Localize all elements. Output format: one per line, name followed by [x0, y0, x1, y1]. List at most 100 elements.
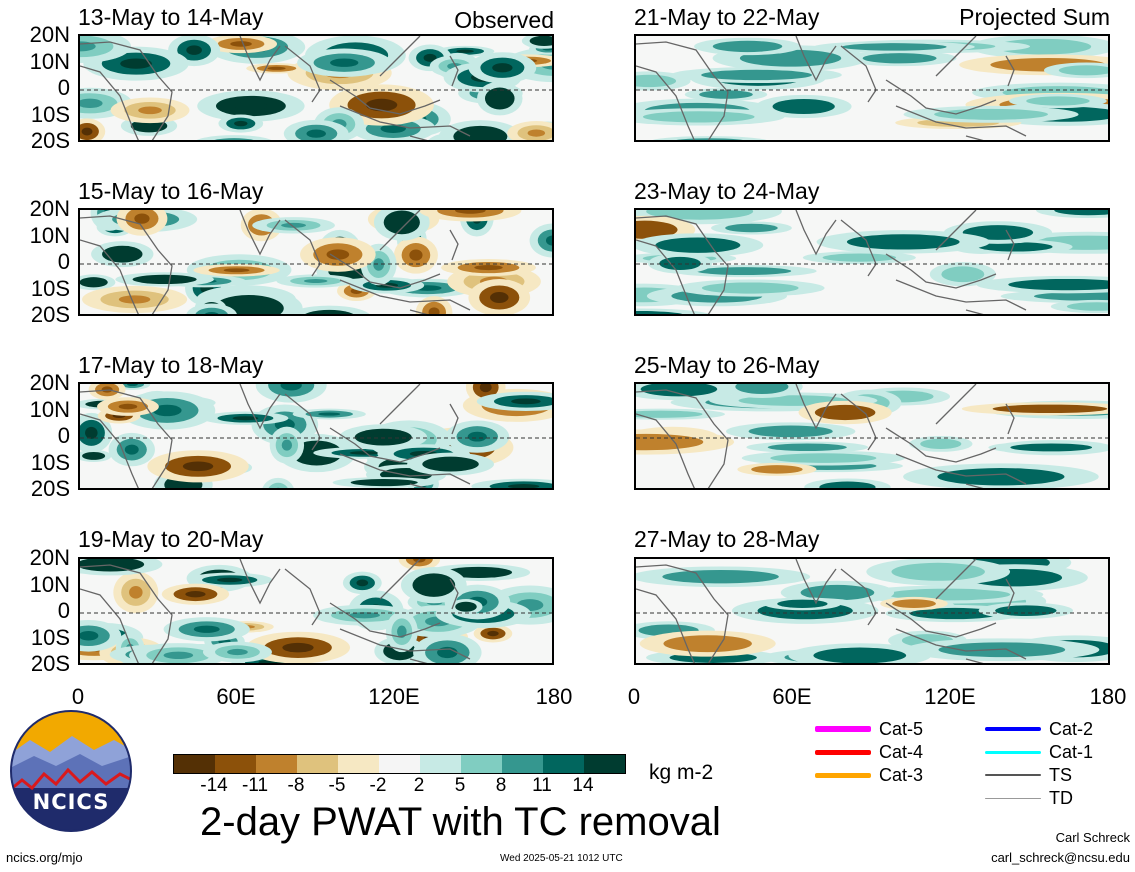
- anomaly-contour: [193, 625, 220, 633]
- coastline: [885, 427, 997, 463]
- anomaly-contour: [185, 591, 206, 598]
- coastline: [895, 453, 1027, 485]
- coastline: [449, 229, 459, 261]
- anomaly-contour: [487, 630, 499, 637]
- coastline: [795, 210, 837, 256]
- anomaly-contour: [467, 131, 493, 140]
- tc-legend-line: [815, 749, 871, 755]
- anomaly-contour: [450, 140, 470, 142]
- coastline: [795, 559, 837, 605]
- anomaly-contour: [268, 482, 288, 488]
- anomaly-contour: [995, 605, 1057, 617]
- anomaly-contour: [1008, 278, 1108, 291]
- map-panel: [634, 208, 1110, 316]
- tc-legend-line: [815, 726, 871, 732]
- anomaly-contour: [822, 253, 897, 262]
- anomaly-contour: [1033, 291, 1108, 301]
- colorbar-label: 2: [413, 775, 425, 796]
- coastline: [80, 65, 139, 140]
- anomaly-contour: [819, 481, 876, 488]
- anomaly-contour: [767, 443, 847, 452]
- anomaly-contour: [937, 468, 1065, 486]
- colorbar-swatch: [256, 755, 297, 773]
- colorbar-label: 11: [532, 775, 552, 796]
- panel-title: 25-May to 26-May: [634, 352, 820, 378]
- coastline: [895, 105, 1027, 137]
- anomaly-contour: [174, 480, 193, 488]
- colorbar-label: -2: [369, 775, 387, 796]
- anomaly-contour: [467, 431, 487, 442]
- coastline: [840, 393, 877, 451]
- tc-legend-item: Cat-4: [815, 741, 923, 763]
- lon-tick: 60E: [216, 684, 256, 709]
- anomaly-contour: [437, 460, 464, 468]
- tc-legend-item: Cat-1: [985, 741, 1093, 763]
- lat-tick: 10N: [29, 396, 70, 422]
- tc-legend-line: [985, 750, 1041, 754]
- anomaly-contour: [393, 216, 411, 228]
- colorbar-swatch: [461, 755, 502, 773]
- projected-sum-label: Projected Sum: [959, 4, 1110, 30]
- coastline: [379, 559, 421, 600]
- anomaly-contour: [1010, 443, 1093, 452]
- colorbar-label: -14: [200, 775, 228, 796]
- tc-legend-label: Cat-3: [879, 764, 924, 785]
- tc-legend-label: Cat-2: [1049, 718, 1094, 739]
- coastline: [409, 483, 428, 488]
- anomaly-contour: [862, 53, 937, 64]
- lat-tick: 10S: [30, 101, 70, 127]
- anomaly-contour: [909, 607, 1000, 620]
- anomaly-contour: [222, 141, 247, 142]
- anomaly-contour: [80, 631, 99, 641]
- colorbar-label: 8: [495, 775, 507, 796]
- anomaly-contour: [995, 38, 1092, 55]
- colorbar: [173, 754, 626, 774]
- tc-legend-line: [815, 772, 871, 778]
- anomaly-contour: [182, 461, 214, 472]
- tc-legend-item: Cat-5: [815, 718, 923, 740]
- coastline: [339, 453, 471, 485]
- coastline: [895, 279, 1027, 311]
- lat-tick: 10N: [29, 48, 70, 74]
- anomaly-contour: [124, 444, 139, 455]
- anomaly-contour: [118, 295, 151, 304]
- lat-tick: 20N: [29, 370, 70, 395]
- colorbar-swatch: [338, 755, 379, 773]
- anomaly-contour: [234, 120, 248, 127]
- lat-tick: 20S: [30, 651, 70, 676]
- coastline: [239, 36, 281, 82]
- coastline: [795, 36, 837, 82]
- anomaly-contour: [280, 384, 302, 391]
- coastline: [284, 45, 321, 103]
- anomaly-contour: [152, 404, 182, 417]
- map-panel: [78, 382, 554, 490]
- colorbar-swatch: [379, 755, 420, 773]
- panel-title: 21-May to 22-May: [634, 4, 820, 30]
- lat-tick: 20N: [29, 545, 70, 570]
- coastline: [329, 79, 441, 115]
- panel-title: 27-May to 28-May: [634, 526, 820, 552]
- anomaly-contour: [920, 438, 962, 450]
- coastline: [329, 602, 441, 638]
- coastline: [379, 210, 421, 251]
- anomaly-contour: [701, 69, 812, 81]
- anomaly-contour: [397, 625, 407, 638]
- lat-tick: 10N: [29, 222, 70, 248]
- coastline: [636, 41, 729, 140]
- coastline: [885, 79, 997, 115]
- anomaly-contour: [80, 98, 103, 108]
- anomaly-contour: [405, 559, 433, 567]
- lon-tick: 120E: [368, 684, 420, 709]
- timestamp: Wed 2025-05-21 1012 UTC: [500, 853, 623, 864]
- url-text: ncics.org/mjo: [6, 850, 83, 865]
- lon-tick: 180: [535, 684, 573, 709]
- observed-label: Observed: [454, 7, 554, 33]
- tc-legend-label: Cat-1: [1049, 741, 1094, 762]
- coastline: [409, 658, 428, 663]
- anomaly-contour: [120, 58, 152, 69]
- anomaly-contour: [636, 310, 683, 314]
- anomaly-contour: [118, 403, 138, 410]
- anomaly-contour: [305, 309, 354, 314]
- anomaly-contour: [474, 265, 503, 271]
- coastline: [636, 564, 729, 663]
